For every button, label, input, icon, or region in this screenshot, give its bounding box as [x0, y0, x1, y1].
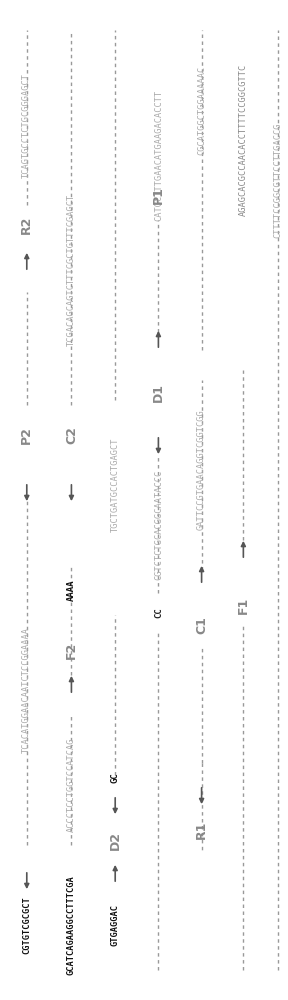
- Text: C1: C1: [195, 616, 208, 634]
- Text: CC: CC: [154, 608, 163, 618]
- Text: F1: F1: [237, 596, 250, 614]
- Text: AAAA: AAAA: [67, 579, 76, 601]
- Text: TCACATGGAACAATCTCCGGAAAA: TCACATGGAACAATCTCCGGAAAA: [22, 627, 31, 753]
- Text: GCATCAGAAGGCCTTTCGA: GCATCAGAAGGCCTTTCGA: [67, 875, 76, 975]
- Text: F2: F2: [65, 641, 78, 659]
- Text: R2: R2: [20, 216, 33, 234]
- Text: ACCCTCCTGGTCCATCAG: ACCCTCCTGGTCCATCAG: [67, 738, 76, 832]
- Text: CATGCTTTGAACATGAAGACACCTT: CATGCTTTGAACATGAAGACACCTT: [154, 89, 163, 221]
- Text: CGCATGGCTGGAAAAAC: CGCATGGCTGGAAAAAC: [197, 65, 206, 155]
- Text: R1: R1: [195, 821, 208, 839]
- Text: GC: GC: [111, 773, 120, 783]
- Text: C2: C2: [65, 426, 78, 444]
- Text: CTTTTCCGGCGTTCCTTGACCG: CTTTTCCGGCGTTCCTTGACCG: [273, 122, 283, 238]
- Text: D2: D2: [109, 830, 122, 850]
- Text: CGTGTCGCGCT: CGTGTCGCGCT: [22, 896, 31, 954]
- Text: P2: P2: [20, 426, 33, 444]
- Text: TCGACAGCAGTCTTTCGCTGTTTCGAGCT: TCGACAGCAGTCTTTCGCTGTTTCGAGCT: [67, 194, 76, 346]
- Text: D1: D1: [152, 382, 165, 401]
- Text: GTGAGGAC: GTGAGGAC: [111, 904, 120, 946]
- Text: AGAGCACGCCAACACCTTTTCCGGCGTTC: AGAGCACGCCAACACCTTTTCCGGCGTTC: [239, 64, 248, 216]
- Text: P1: P1: [152, 186, 165, 204]
- Text: TCAGTGCCTCTGCGGGAGCT: TCAGTGCCTCTGCGGGAGCT: [22, 73, 31, 178]
- Text: TGCTGATGCCACTGAGCT: TGCTGATGCCACTGAGCT: [111, 438, 120, 532]
- Text: CGTCTCTGCACGGCAATACCC: CGTCTCTGCACGGCAATACCC: [154, 470, 163, 580]
- Text: GATTCCGTGAACAGGTCGGTCGG: GATTCCGTGAACAGGTCGGTCGG: [197, 410, 206, 530]
